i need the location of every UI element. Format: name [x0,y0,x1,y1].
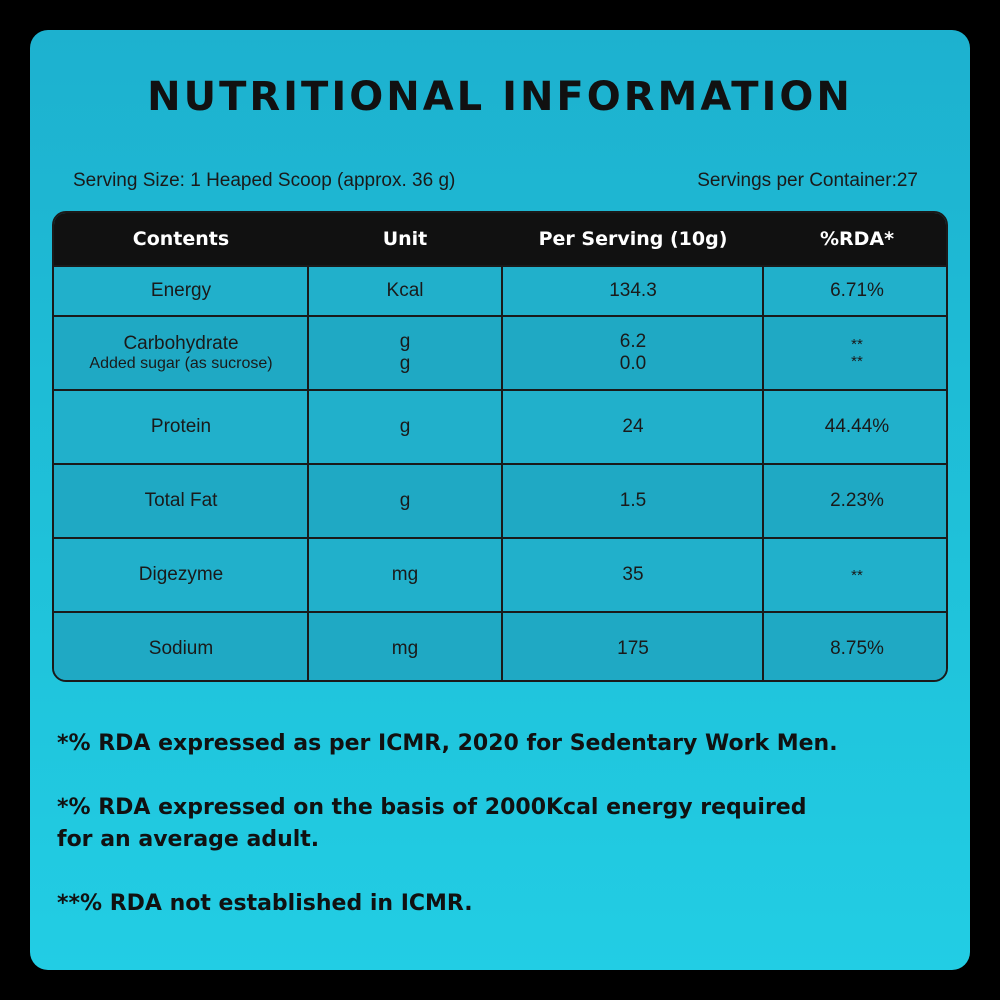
cell-unit: mg [391,564,419,585]
cell-per-serving: 24 [622,416,644,437]
cell-rda-sub: ** [851,353,863,370]
table-row: Carbohydrate Added sugar (as sucrose) g … [54,315,946,389]
cell-unit-main: g [399,331,411,352]
column-divider [501,265,503,680]
header-rda: %RDA* [819,228,895,250]
cell-per-serving: 35 [622,564,644,585]
column-divider [762,265,764,680]
cell-per-serving: 1.5 [619,490,647,511]
footnote-rda-energy-line1: *% RDA expressed on the basis of 2000Kca… [57,795,807,820]
footnote-rda-not-established: **% RDA not established in ICMR. [57,891,473,916]
table-row: Digezyme mg 35 ** [54,537,946,611]
column-divider [307,265,309,680]
header-unit: Unit [382,228,428,250]
cell-rda: 8.75% [830,637,884,659]
cell-content: Protein [150,416,212,437]
cell-unit: Kcal [386,280,424,301]
cell-content-main: Carbohydrate [123,333,239,354]
cell-per-serving: 134.3 [609,280,657,301]
table-row: Energy Kcal 134.3 6.71% [54,265,946,315]
cell-content: Digezyme [138,564,224,585]
cell-unit-sub: g [399,353,411,374]
cell-content: Sodium [148,637,214,659]
servings-per-container: Servings per Container:27 [697,170,918,191]
cell-unit: mg [391,637,419,659]
table-row: Total Fat g 1.5 2.23% [54,463,946,537]
table-header: Contents Unit Per Serving (10g) %RDA* [54,213,946,265]
cell-content: Carbohydrate Added sugar (as sucrose) [54,317,308,389]
cell-rda-main: ** [851,336,863,353]
cell-unit: g [399,416,411,437]
header-contents: Contents [132,228,230,250]
table-row: Protein g 24 44.44% [54,389,946,463]
page-title: NUTRITIONAL INFORMATION [147,74,853,120]
cell-content-sub: Added sugar (as sucrose) [89,355,273,372]
nutrition-table: Contents Unit Per Serving (10g) %RDA* En… [52,211,948,682]
cell-per-serving-sub: 0.0 [619,353,647,374]
footnote-rda-energy-line2: for an average adult. [57,827,320,852]
cell-rda: 6.71% [830,280,884,301]
cell-content: Energy [150,280,212,301]
cell-rda: 44.44% [824,416,890,437]
cell-per-serving: 175 [617,637,649,659]
cell-rda: ** [851,566,863,584]
table-row: Sodium mg 175 8.75% [54,611,946,680]
serving-size: Serving Size: 1 Heaped Scoop (approx. 36… [73,170,456,191]
cell-unit: g [399,490,411,511]
cell-per-serving: 6.2 0.0 [502,317,764,389]
cell-content: Total Fat [144,490,218,511]
footnote-rda-icmr: *% RDA expressed as per ICMR, 2020 for S… [57,731,838,756]
cell-unit: g g [308,317,502,389]
cell-per-serving-main: 6.2 [619,331,647,352]
cell-rda: 2.23% [830,490,884,511]
header-per-serving: Per Serving (10g) [538,228,728,250]
cell-rda: ** ** [764,317,946,389]
